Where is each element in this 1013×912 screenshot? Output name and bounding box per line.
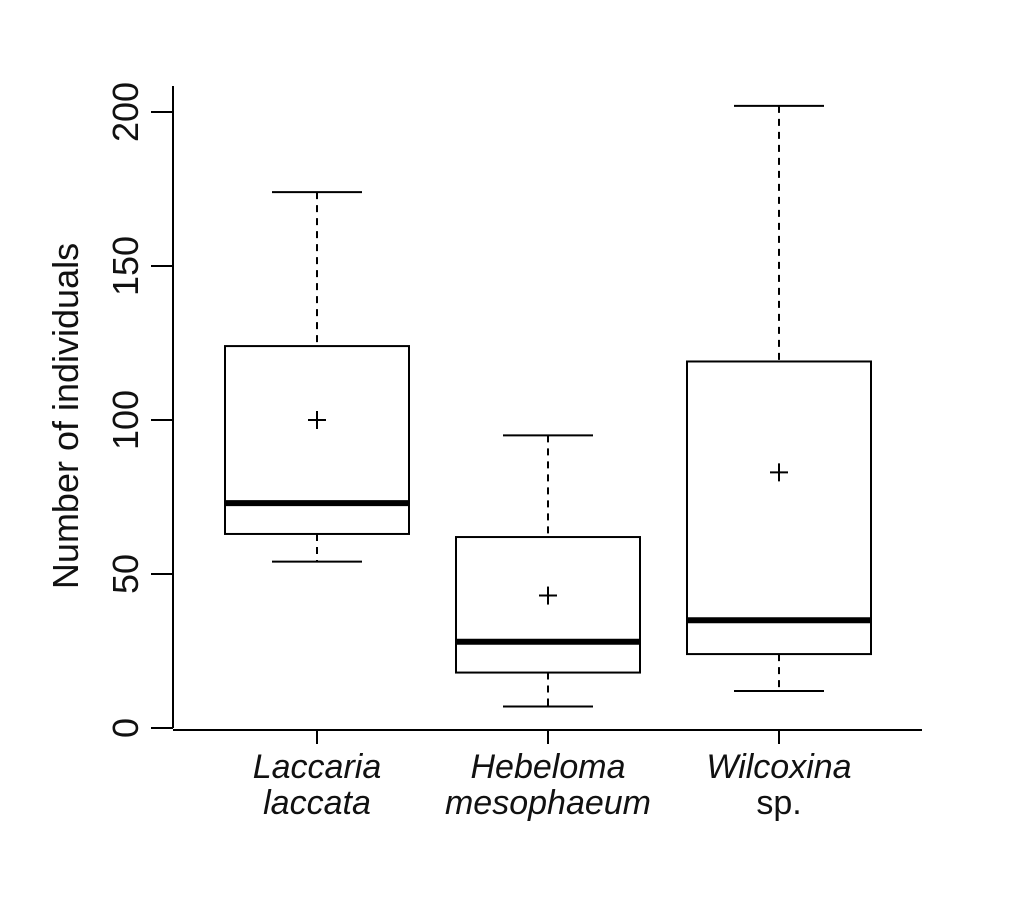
x-tick-label-line2: laccata [263,784,371,822]
boxes [224,104,872,708]
x-tick-label-line1: Hebeloma [471,748,626,786]
y-tick-label: 100 [105,390,146,450]
box-2 [455,434,641,708]
iqr-box [455,536,641,674]
x-tick-label-line2: mesophaeum [445,784,651,822]
y-axis-title: Number of individuals [45,243,86,589]
x-tick-label-line1: Wilcoxina [706,748,851,786]
y-tick-label: 150 [105,236,146,296]
box-1 [224,191,410,563]
x-tick-label-line2: sp. [756,784,801,822]
y-tick-label: 50 [105,554,146,594]
y-tick-label: 200 [105,82,146,142]
iqr-box [686,360,872,656]
y-tick-label: 0 [105,718,146,738]
box-3 [686,104,872,693]
x-tick-label-line1: Laccaria [253,748,382,786]
